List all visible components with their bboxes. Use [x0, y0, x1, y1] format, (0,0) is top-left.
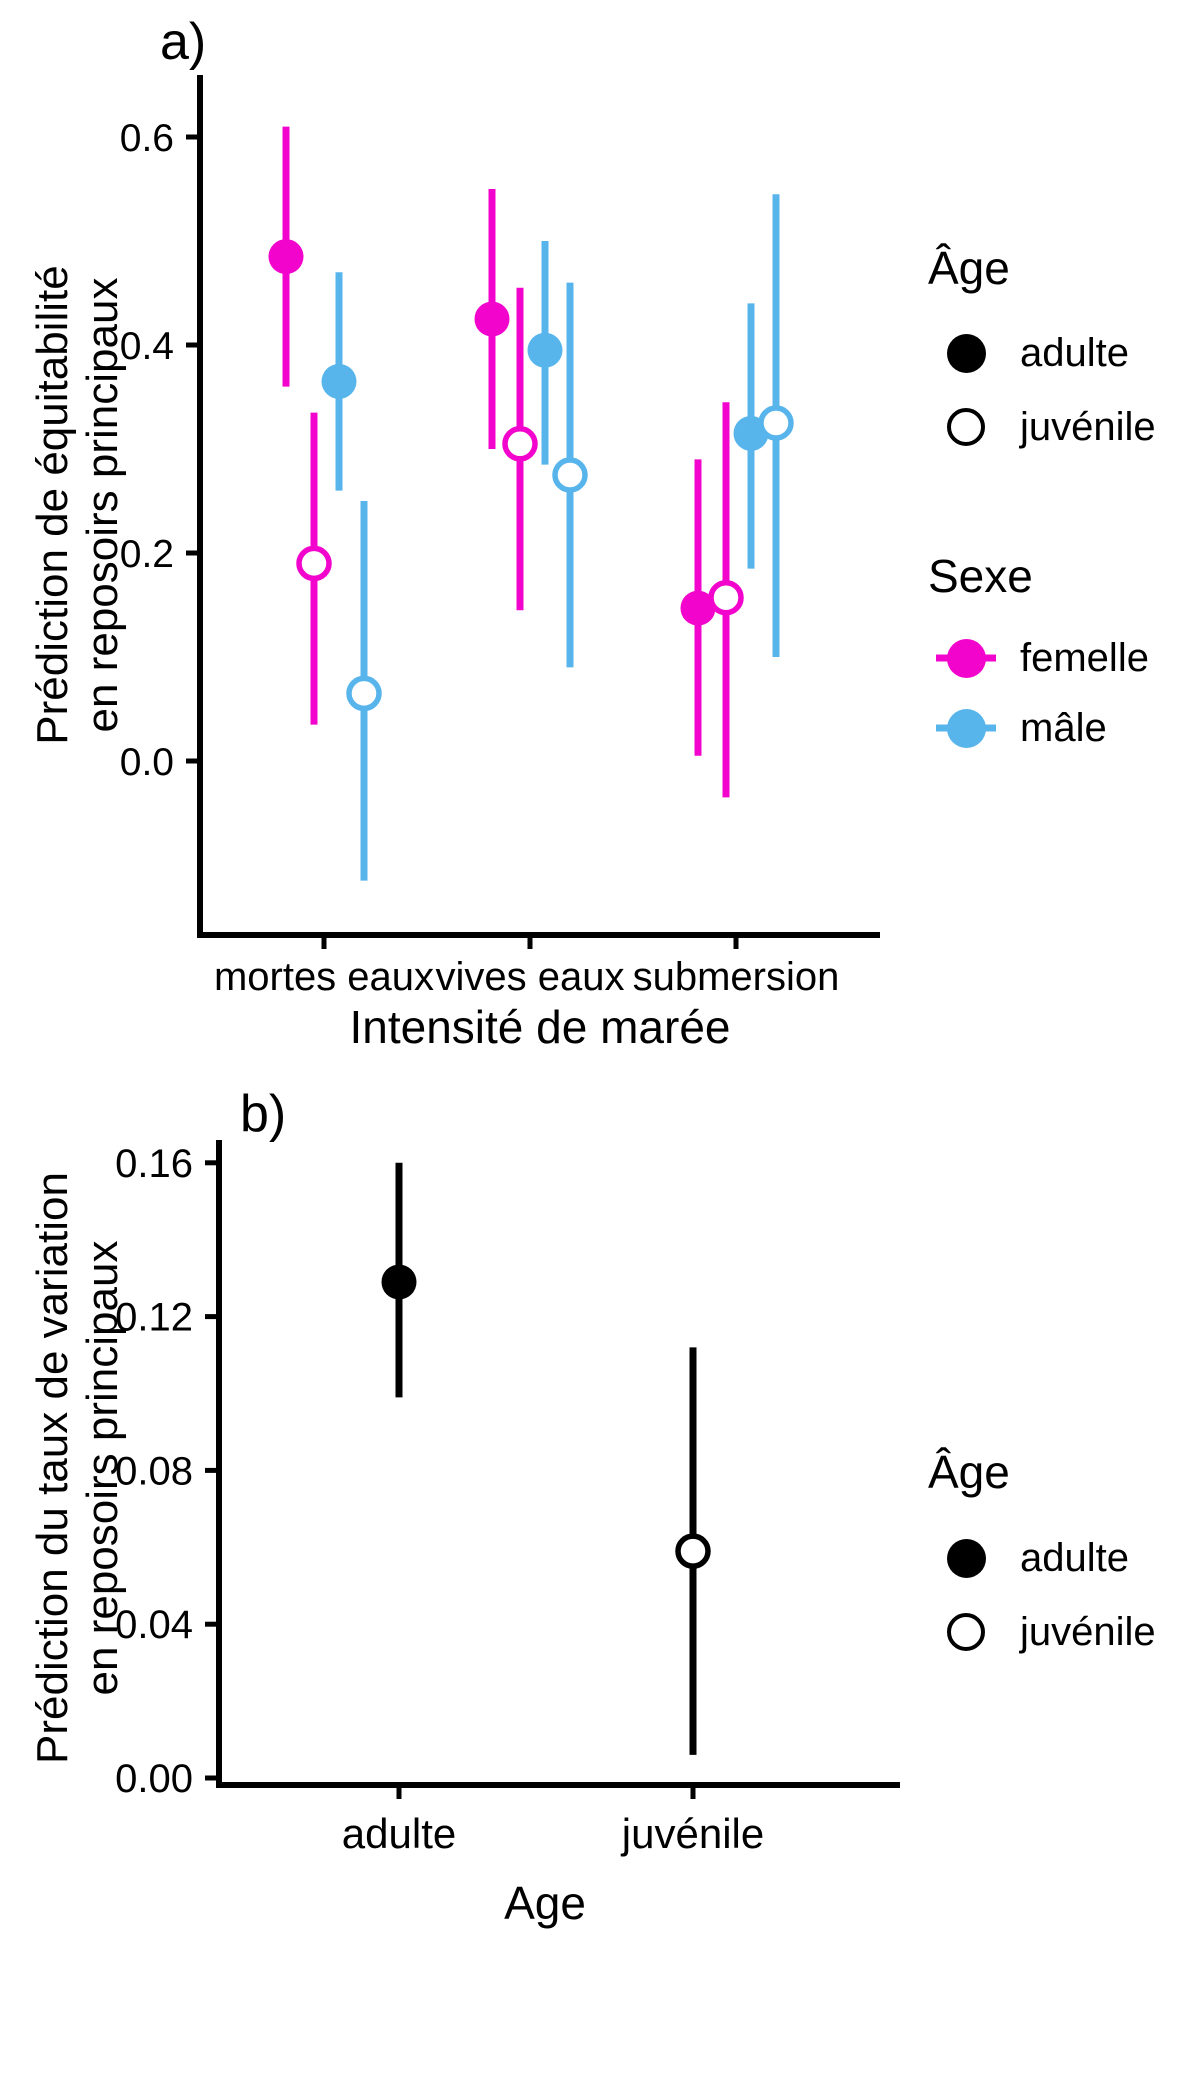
- panel-b-title: b): [240, 1085, 287, 1143]
- y-tick-label-0.0: 0.0: [120, 741, 174, 784]
- legend-a-item-juvenile: juvénile: [934, 399, 1156, 455]
- panel-b-plot: 0.16 0.12 0.08 0.04 0.00 adulte juvénile: [115, 1140, 900, 1857]
- y-tick-label-0.6: 0.6: [120, 117, 174, 160]
- male-key: [934, 700, 998, 756]
- legend-a-item-male: mâle: [934, 700, 1107, 756]
- y-tick-label-0.12: 0.12: [115, 1296, 193, 1340]
- juvenile-key: [934, 399, 998, 455]
- legend-a-age-title: Âge: [928, 242, 1010, 294]
- open-circle-icon: [947, 1613, 985, 1651]
- point-male-juvenile-vives eaux: [552, 457, 588, 493]
- filled-circle-icon: [946, 638, 986, 678]
- x-tick-label-vives eaux: vives eaux: [436, 955, 625, 999]
- legend-label: adulte: [1020, 330, 1129, 375]
- panel-a-plot: 0.6 0.4 0.2 0.0 mortes eaux vives eaux submers…: [120, 75, 880, 999]
- legend-label: juvénile: [1020, 404, 1156, 449]
- filled-circle-icon: [946, 333, 986, 373]
- y-tick-label-0.16: 0.16: [115, 1142, 193, 1186]
- legend-label: femelle: [1020, 635, 1149, 680]
- point-femelle-adulte-vives eaux: [474, 301, 510, 337]
- y-tick-label-0.08: 0.08: [115, 1449, 193, 1493]
- point-adulte-adulte: [381, 1264, 417, 1300]
- x-tick-label-juvénile: juvénile: [620, 1810, 764, 1857]
- point-femelle-juvenile-submersion: [708, 579, 744, 616]
- point-femelle-adulte-mortes eaux: [268, 239, 304, 275]
- legend-a-sexe-title: Sexe: [928, 550, 1033, 602]
- legend-b-age-title: Âge: [928, 1446, 1010, 1498]
- legend-a-item-adulte: adulte: [934, 325, 1129, 381]
- legend-label: mâle: [1020, 705, 1107, 750]
- panel-a-x-axis-title: Intensité de marée: [349, 1001, 731, 1053]
- legend-label: adulte: [1020, 1535, 1129, 1580]
- legend-label: juvénile: [1020, 1609, 1156, 1654]
- y-tick-label-0.04: 0.04: [115, 1603, 193, 1647]
- legend-b-item-adulte: adulte: [934, 1530, 1129, 1586]
- x-tick-label-mortes eaux: mortes eaux: [214, 955, 434, 999]
- x-tick-label-submersion: submersion: [633, 955, 840, 999]
- femelle-key: [934, 630, 998, 686]
- juvenile-key: [934, 1604, 998, 1660]
- legend-b-item-juvenile: juvénile: [934, 1604, 1156, 1660]
- point-male-adulte-vives eaux: [527, 332, 563, 368]
- open-circle-icon: [947, 408, 985, 446]
- panel-a-title: a): [160, 13, 207, 71]
- y-tick-label-0.4: 0.4: [120, 325, 174, 368]
- adulte-key: [934, 325, 998, 381]
- point-femelle-juvenile-vives eaux: [502, 426, 538, 462]
- adulte-key: [934, 1530, 998, 1586]
- y-tick-label-0.00: 0.00: [115, 1757, 193, 1801]
- y-tick-label-0.2: 0.2: [120, 533, 174, 576]
- point-femelle-adulte-submersion: [680, 590, 716, 626]
- point-male-juvenile-submersion: [758, 405, 794, 441]
- point-juvenile-juvénile: [675, 1533, 711, 1569]
- x-tick-label-adulte: adulte: [342, 1810, 456, 1857]
- panel-b-x-axis-title: Age: [504, 1877, 586, 1929]
- point-male-adulte-mortes eaux: [321, 363, 357, 399]
- point-femelle-juvenile-mortes eaux: [296, 545, 332, 582]
- filled-circle-icon: [946, 1538, 986, 1578]
- point-male-juvenile-mortes eaux: [346, 675, 382, 712]
- legend-a-item-femelle: femelle: [934, 630, 1149, 686]
- filled-circle-icon: [946, 708, 986, 748]
